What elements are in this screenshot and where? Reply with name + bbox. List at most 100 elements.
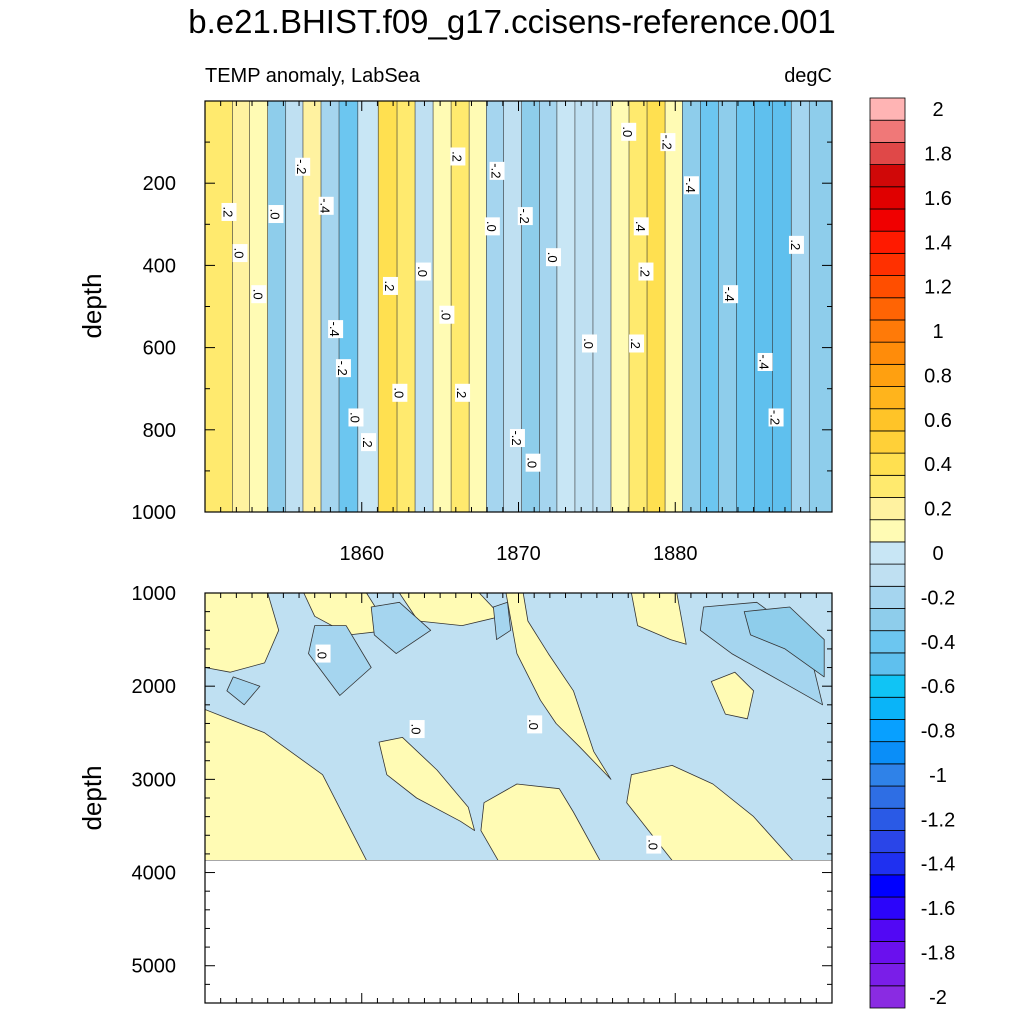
temperature-column bbox=[592, 101, 612, 512]
contour-label-box bbox=[582, 334, 598, 353]
temperature-column bbox=[320, 101, 340, 512]
colorbar-box bbox=[869, 341, 906, 365]
contour-label-text: .2 bbox=[360, 437, 375, 448]
contour-label-text: .2 bbox=[637, 266, 652, 277]
y-tick-label: 800 bbox=[143, 420, 176, 442]
contour-label-box bbox=[315, 644, 331, 663]
contour-label: -.2 bbox=[517, 207, 533, 226]
contour-label-text: .2 bbox=[788, 239, 803, 250]
colorbar-label: -1.2 bbox=[921, 809, 955, 831]
colorbar-box bbox=[869, 852, 906, 876]
contour-region bbox=[631, 593, 687, 645]
contour-label-text: -.4 bbox=[722, 287, 737, 302]
contour-region bbox=[743, 606, 825, 678]
temperature-column bbox=[682, 101, 701, 512]
contour-label-text: .0 bbox=[409, 724, 424, 735]
contour-label-box bbox=[251, 285, 267, 304]
temperature-column bbox=[378, 101, 398, 512]
contour-label-box bbox=[450, 147, 466, 166]
contour-label-box bbox=[318, 196, 334, 215]
contour-label-text: -.4 bbox=[757, 354, 772, 369]
contour-label-box bbox=[392, 383, 408, 402]
colorbar-label: -1 bbox=[929, 765, 947, 787]
contour-label-text: .0 bbox=[645, 839, 660, 850]
contour-label-text: .0 bbox=[268, 209, 283, 220]
contour-label-box bbox=[660, 133, 676, 152]
contour-label-box bbox=[348, 408, 364, 427]
y-tick-label: 400 bbox=[143, 255, 176, 277]
y-tick-label: 3000 bbox=[132, 769, 177, 791]
figure-title: b.e21.BHIST.f09_g17.ccisens-reference.00… bbox=[188, 3, 836, 40]
contour-label-text: -.2 bbox=[659, 135, 674, 150]
temperature-column bbox=[754, 101, 774, 512]
contour-label: -.2 bbox=[489, 161, 505, 180]
contour-label-box bbox=[489, 161, 505, 180]
contour-label-box bbox=[415, 262, 431, 281]
contour-label: .2 bbox=[788, 235, 804, 254]
colorbar-box bbox=[869, 497, 906, 521]
contour-label: .2 bbox=[221, 202, 237, 221]
contour-label-text: .0 bbox=[391, 387, 406, 398]
colorbar-label: -0.6 bbox=[921, 676, 955, 698]
colorbar-box bbox=[869, 119, 906, 143]
contour-label-text: .0 bbox=[581, 338, 596, 349]
contour-label-text: .0 bbox=[545, 252, 560, 263]
contour-label: -.2 bbox=[659, 133, 676, 152]
contour-label: .0 bbox=[231, 244, 248, 263]
upper-y-axis-label: depth bbox=[77, 273, 107, 338]
contour-label-text: .4 bbox=[633, 221, 648, 232]
contour-label: .0 bbox=[620, 122, 637, 141]
contour-region bbox=[370, 601, 432, 654]
colorbar-box bbox=[869, 896, 906, 920]
contour-label: .2 bbox=[637, 262, 654, 281]
contour-label-box bbox=[361, 433, 377, 452]
contour-label-box bbox=[439, 305, 455, 324]
contour-label-box bbox=[629, 334, 645, 353]
contour-label: .0 bbox=[347, 408, 364, 427]
contour-label: .0 bbox=[250, 285, 267, 304]
colorbar-label: 0 bbox=[932, 543, 943, 565]
contour-label-box bbox=[221, 202, 237, 221]
colorbar-label: 1.6 bbox=[924, 188, 952, 210]
colorbar-box bbox=[869, 585, 906, 609]
contour-label-text: .2 bbox=[221, 207, 236, 218]
contour-region bbox=[480, 783, 601, 861]
contour-label: -.2 bbox=[335, 359, 351, 378]
contour-label-box bbox=[232, 244, 248, 263]
contour-label: .2 bbox=[628, 334, 645, 353]
temperature-column bbox=[486, 101, 505, 512]
colorbar-box bbox=[869, 319, 906, 343]
contour-region bbox=[710, 671, 754, 720]
colorbar-box bbox=[869, 363, 906, 387]
colorbar-label: 0.8 bbox=[924, 365, 952, 387]
colorbar-box bbox=[869, 141, 906, 165]
contour-label-text: .0 bbox=[231, 248, 246, 259]
temperature-column bbox=[539, 101, 558, 512]
contour-label-text: -.2 bbox=[768, 410, 783, 425]
contour-label-text: -.4 bbox=[318, 198, 333, 213]
colorbar-box bbox=[869, 985, 906, 1009]
colorbar-box bbox=[869, 97, 906, 121]
lower-contour-labels: .0 .0 .0 .0 bbox=[315, 644, 662, 854]
colorbar-label: -1.6 bbox=[921, 898, 955, 920]
contour-label-text: -.4 bbox=[327, 322, 342, 337]
contour-label-text: .0 bbox=[415, 266, 430, 277]
y-tick-label: 5000 bbox=[132, 956, 177, 978]
contour-label: .2 bbox=[382, 276, 398, 295]
contour-label-box bbox=[328, 320, 344, 339]
contour-region bbox=[303, 593, 391, 636]
colorbar-box bbox=[869, 874, 906, 898]
colorbar-box bbox=[869, 941, 906, 965]
lower-temperature-field bbox=[205, 593, 832, 1003]
contour-label-text: .0 bbox=[250, 289, 265, 300]
lower-axis-ticks: 1000 2000 3000 4000 5000 bbox=[132, 583, 832, 1004]
colorbar-label: 1.4 bbox=[924, 232, 952, 254]
colorbar-box bbox=[869, 297, 906, 321]
contour-label: .0 bbox=[415, 262, 431, 281]
temperature-column bbox=[503, 101, 523, 512]
colorbar-box bbox=[869, 164, 906, 188]
contour-label-text: .0 bbox=[315, 648, 330, 659]
colorbar-label: -2 bbox=[929, 987, 947, 1009]
temperature-column bbox=[629, 101, 648, 512]
